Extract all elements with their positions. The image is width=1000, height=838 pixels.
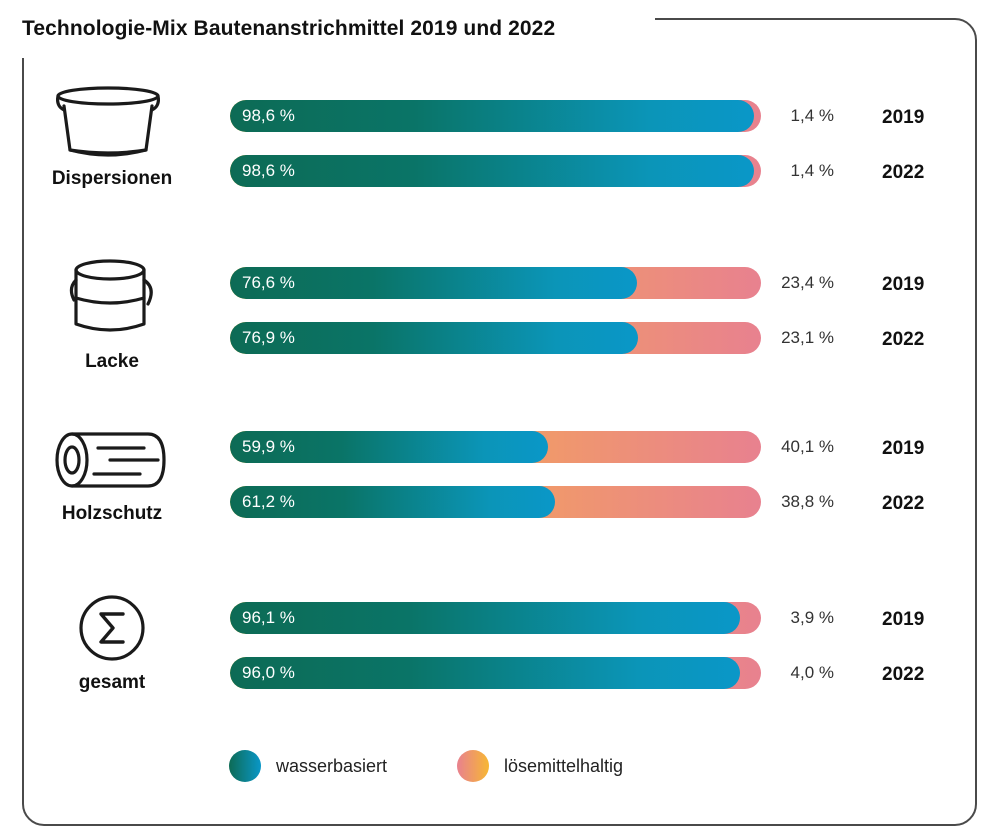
bar-segment-wasserbasiert xyxy=(230,155,754,187)
legend-label-loesemittelhaltig: lösemittelhaltig xyxy=(504,756,624,776)
bar-row-holzschutz-2019: 59,9 % 40,1 % 2019 xyxy=(230,431,950,463)
year-label: 2022 xyxy=(882,493,925,514)
bar-row-lacke-2019: 76,6 % 23,4 % 2019 xyxy=(230,267,950,299)
category-label-gesamt: gesamt xyxy=(78,672,146,693)
paint-can-icon xyxy=(69,259,153,332)
sigma-icon xyxy=(79,595,145,661)
value-label-wasserbasiert: 59,9 % xyxy=(242,437,295,456)
year-label: 2019 xyxy=(882,107,925,128)
category-label-dispersionen: Dispersionen xyxy=(51,168,173,189)
value-label-loesemittelhaltig: 38,8 % xyxy=(781,492,834,511)
year-label: 2019 xyxy=(882,438,925,459)
title-background xyxy=(10,8,655,58)
year-label: 2022 xyxy=(882,664,925,685)
value-label-loesemittelhaltig: 1,4 % xyxy=(790,161,834,180)
category-label-lacke: Lacke xyxy=(85,351,139,372)
value-label-loesemittelhaltig: 40,1 % xyxy=(781,437,834,456)
bar-track xyxy=(230,602,761,634)
category-label-holzschutz: Holzschutz xyxy=(61,503,163,524)
value-label-loesemittelhaltig: 4,0 % xyxy=(790,663,834,682)
bar-segment-wasserbasiert xyxy=(230,100,754,132)
value-label-loesemittelhaltig: 1,4 % xyxy=(790,106,834,125)
value-label-wasserbasiert: 76,9 % xyxy=(242,328,295,347)
legend-label-wasserbasiert: wasserbasiert xyxy=(276,756,388,776)
year-label: 2019 xyxy=(882,609,925,630)
bar-track xyxy=(230,100,761,132)
value-label-loesemittelhaltig: 23,1 % xyxy=(781,328,834,347)
paint-bucket-icon xyxy=(56,86,160,157)
bar-track xyxy=(230,322,761,354)
bar-segment-wasserbasiert xyxy=(230,602,741,634)
bar-track xyxy=(230,431,761,463)
bar-segment-wasserbasiert xyxy=(230,431,549,463)
value-label-loesemittelhaltig: 23,4 % xyxy=(781,273,834,292)
value-label-wasserbasiert: 98,6 % xyxy=(242,161,295,180)
bar-track xyxy=(230,657,761,689)
value-label-wasserbasiert: 76,6 % xyxy=(242,273,295,292)
value-label-wasserbasiert: 98,6 % xyxy=(242,106,295,125)
legend-swatch-loesemittelhaltig xyxy=(457,750,489,782)
year-label: 2019 xyxy=(882,274,925,295)
chart-title: Technologie-Mix Bautenanstrichmittel 201… xyxy=(22,17,556,40)
bar-segment-wasserbasiert xyxy=(230,267,637,299)
bar-row-lacke-2022: 76,9 % 23,1 % 2022 xyxy=(230,322,950,354)
value-label-wasserbasiert: 61,2 % xyxy=(242,492,295,511)
bar-track xyxy=(230,155,761,187)
value-label-wasserbasiert: 96,1 % xyxy=(242,608,295,627)
bar-track xyxy=(230,486,761,518)
value-label-wasserbasiert: 96,0 % xyxy=(242,663,295,682)
legend-swatch-wasserbasiert xyxy=(229,750,261,782)
year-label: 2022 xyxy=(882,329,925,350)
bar-track xyxy=(230,267,761,299)
bar-row-gesamt-2019: 96,1 % 3,9 % 2019 xyxy=(230,602,950,634)
year-label: 2022 xyxy=(882,162,925,183)
bar-row-gesamt-2022: 96,0 % 4,0 % 2022 xyxy=(230,657,950,689)
bar-segment-wasserbasiert xyxy=(230,486,555,518)
bar-segment-wasserbasiert xyxy=(230,657,740,689)
value-label-loesemittelhaltig: 3,9 % xyxy=(790,608,834,627)
wood-log-icon xyxy=(55,432,166,488)
bar-row-holzschutz-2022: 61,2 % 38,8 % 2022 xyxy=(230,486,950,518)
bar-row-dispersionen-2019: 98,6 % 1,4 % 2019 xyxy=(230,100,950,132)
chart-frame xyxy=(22,18,977,826)
bar-row-dispersionen-2022: 98,6 % 1,4 % 2022 xyxy=(230,155,950,187)
bar-segment-wasserbasiert xyxy=(230,322,639,354)
